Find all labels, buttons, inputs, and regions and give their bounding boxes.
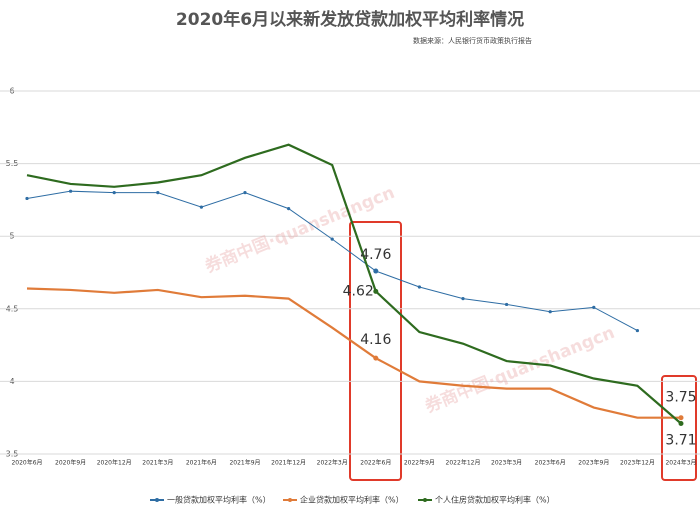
x-tick-label: 2021年9月 <box>229 459 260 467</box>
value-label: 3.71 <box>665 433 696 449</box>
watermark: 券商中国·quanshangcn <box>421 322 618 418</box>
legend-label: 个人住房贷款加权平均利率（%） <box>435 495 555 505</box>
highlight-point <box>373 288 379 294</box>
point <box>635 328 640 333</box>
value-label: 4.76 <box>360 247 391 263</box>
x-tick-label: 2022年6月 <box>360 459 391 467</box>
chart-title: 2020年6月以来新发放贷款加权平均利率情况 <box>176 9 524 30</box>
x-tick-label: 2023年3月 <box>491 459 522 467</box>
point <box>199 205 203 209</box>
legend-marker <box>423 498 427 502</box>
point <box>69 189 73 193</box>
x-tick-label: 2024年3月 <box>665 459 696 467</box>
x-tick-label: 2023年9月 <box>578 459 609 467</box>
highlight-point <box>678 415 684 421</box>
chart-subtitle: 数据来源：人民银行货币政策执行报告 <box>413 36 532 45</box>
highlight-point <box>373 355 379 361</box>
x-tick-label: 2022年3月 <box>317 459 348 467</box>
x-tick-label: 2020年12月 <box>97 459 132 467</box>
point <box>330 237 334 241</box>
point <box>592 305 596 309</box>
highlight-box <box>349 221 402 481</box>
point <box>461 297 465 301</box>
value-label: 4.62 <box>343 283 374 299</box>
value-label: 4.16 <box>360 332 391 348</box>
point <box>112 191 116 195</box>
point <box>417 285 421 289</box>
series-line <box>26 143 682 425</box>
legend-marker <box>155 498 159 502</box>
highlight-point <box>678 421 684 427</box>
x-tick-label: 2021年3月 <box>142 459 173 467</box>
point <box>548 310 552 314</box>
legend-label: 一般贷款加权平均利率（%） <box>167 495 271 505</box>
x-tick-label: 2022年12月 <box>446 459 481 467</box>
watermark: 券商中国·quanshangcn <box>201 182 398 278</box>
point <box>25 196 29 201</box>
x-tick-label: 2022年9月 <box>404 459 435 467</box>
point <box>287 207 291 211</box>
point <box>156 191 160 195</box>
highlight-box <box>661 375 697 481</box>
x-tick-label: 2020年9月 <box>55 459 86 467</box>
point <box>243 191 247 195</box>
series-line <box>26 287 681 419</box>
highlight-point <box>373 268 379 274</box>
legend-marker <box>288 498 292 502</box>
x-tick-label: 2020年6月 <box>11 459 42 467</box>
x-tick-label: 2021年12月 <box>271 459 306 467</box>
x-tick-label: 2023年12月 <box>620 459 655 467</box>
point <box>505 302 509 307</box>
x-tick-label: 2021年6月 <box>186 459 217 467</box>
legend-label: 企业贷款加权平均利率（%） <box>300 495 404 505</box>
value-label: 3.75 <box>665 390 696 406</box>
x-tick-label: 2023年6月 <box>535 459 566 467</box>
